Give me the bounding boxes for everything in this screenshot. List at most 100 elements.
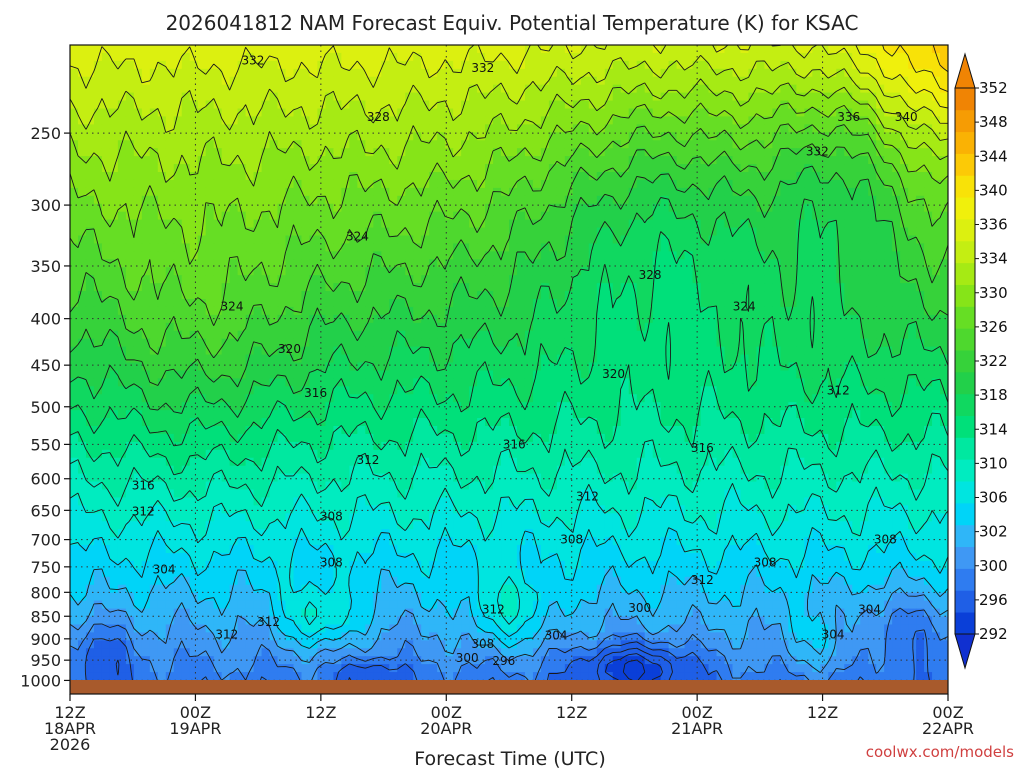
field-cell bbox=[596, 386, 606, 395]
field-cell bbox=[477, 259, 486, 268]
field-cell bbox=[740, 362, 750, 372]
field-cell bbox=[620, 195, 630, 205]
field-cell bbox=[501, 211, 510, 221]
field-cell bbox=[868, 195, 877, 205]
field-cell bbox=[740, 338, 750, 348]
field-cell bbox=[924, 259, 933, 268]
field-cell bbox=[668, 314, 678, 324]
field-cell bbox=[325, 100, 334, 110]
field-cell bbox=[668, 386, 678, 395]
field-cell bbox=[820, 76, 829, 86]
field-cell bbox=[205, 330, 215, 340]
field-cell bbox=[676, 68, 686, 78]
field-cell bbox=[780, 251, 789, 260]
field-cell bbox=[916, 338, 925, 348]
field-cell bbox=[828, 52, 837, 62]
field-cell bbox=[509, 211, 518, 221]
field-cell bbox=[628, 187, 638, 197]
field-cell bbox=[548, 45, 558, 54]
field-cell bbox=[756, 259, 766, 268]
field-cell bbox=[141, 132, 151, 141]
field-cell bbox=[884, 76, 893, 86]
field-cell bbox=[357, 195, 366, 205]
field-cell bbox=[397, 100, 406, 110]
field-cell bbox=[133, 219, 143, 229]
field-cell bbox=[884, 354, 893, 364]
field-cell bbox=[389, 267, 398, 276]
field-cell bbox=[349, 291, 358, 300]
field-cell bbox=[485, 322, 494, 332]
field-cell bbox=[884, 164, 893, 173]
field-cell bbox=[229, 148, 239, 157]
field-cell bbox=[413, 235, 422, 245]
field-cell bbox=[301, 386, 311, 395]
field-cell bbox=[716, 84, 726, 94]
field-cell bbox=[756, 227, 766, 237]
field-cell bbox=[357, 132, 366, 141]
field-cell bbox=[173, 346, 183, 356]
field-cell bbox=[724, 346, 734, 356]
field-cell bbox=[700, 314, 710, 324]
field-cell bbox=[556, 172, 566, 181]
field-cell bbox=[269, 140, 279, 149]
field-cell bbox=[229, 330, 239, 340]
field-cell bbox=[852, 52, 861, 62]
field-cell bbox=[660, 346, 670, 356]
field-cell bbox=[724, 275, 734, 284]
field-cell bbox=[309, 52, 319, 62]
field-cell bbox=[908, 172, 917, 181]
field-cell bbox=[77, 322, 87, 332]
field-cell bbox=[269, 243, 279, 252]
field-cell bbox=[660, 100, 670, 110]
field-cell bbox=[580, 322, 590, 332]
field-cell bbox=[93, 243, 103, 252]
field-cell bbox=[293, 251, 303, 260]
field-cell bbox=[564, 179, 574, 189]
field-cell bbox=[413, 52, 422, 62]
field-cell bbox=[445, 203, 454, 213]
field-cell bbox=[652, 394, 662, 403]
field-cell bbox=[213, 314, 223, 324]
field-cell bbox=[852, 378, 861, 387]
field-cell bbox=[804, 187, 813, 197]
field-cell bbox=[429, 156, 438, 165]
field-cell bbox=[620, 267, 630, 276]
field-cell bbox=[141, 322, 151, 332]
field-cell bbox=[157, 299, 167, 308]
field-cell bbox=[908, 68, 917, 78]
field-cell bbox=[469, 306, 478, 316]
field-cell bbox=[357, 378, 366, 387]
field-cell bbox=[381, 299, 390, 308]
field-cell bbox=[780, 283, 789, 292]
field-cell bbox=[405, 370, 414, 379]
field-cell bbox=[349, 108, 358, 118]
field-cell bbox=[620, 243, 630, 252]
field-cell bbox=[381, 172, 390, 181]
field-cell bbox=[189, 172, 199, 181]
field-cell bbox=[301, 203, 311, 213]
field-cell bbox=[85, 84, 95, 94]
field-cell bbox=[325, 211, 334, 221]
field-cell bbox=[101, 203, 111, 213]
field-cell bbox=[852, 219, 861, 229]
field-cell bbox=[716, 92, 726, 102]
field-cell bbox=[660, 275, 670, 284]
field-cell bbox=[485, 386, 494, 395]
field-cell bbox=[421, 68, 430, 78]
field-cell bbox=[588, 116, 598, 125]
field-cell bbox=[628, 116, 638, 125]
field-cell bbox=[612, 219, 622, 229]
field-cell bbox=[381, 235, 390, 245]
field-cell bbox=[93, 370, 103, 379]
field-cell bbox=[253, 124, 263, 133]
field-cell bbox=[628, 203, 638, 213]
field-cell bbox=[133, 378, 143, 387]
field-cell bbox=[636, 251, 646, 260]
field-cell bbox=[421, 45, 430, 54]
field-cell bbox=[828, 195, 837, 205]
field-cell bbox=[493, 68, 502, 78]
field-cell bbox=[293, 108, 303, 118]
field-cell bbox=[413, 100, 422, 110]
field-cell bbox=[85, 354, 95, 364]
field-cell bbox=[381, 108, 390, 118]
